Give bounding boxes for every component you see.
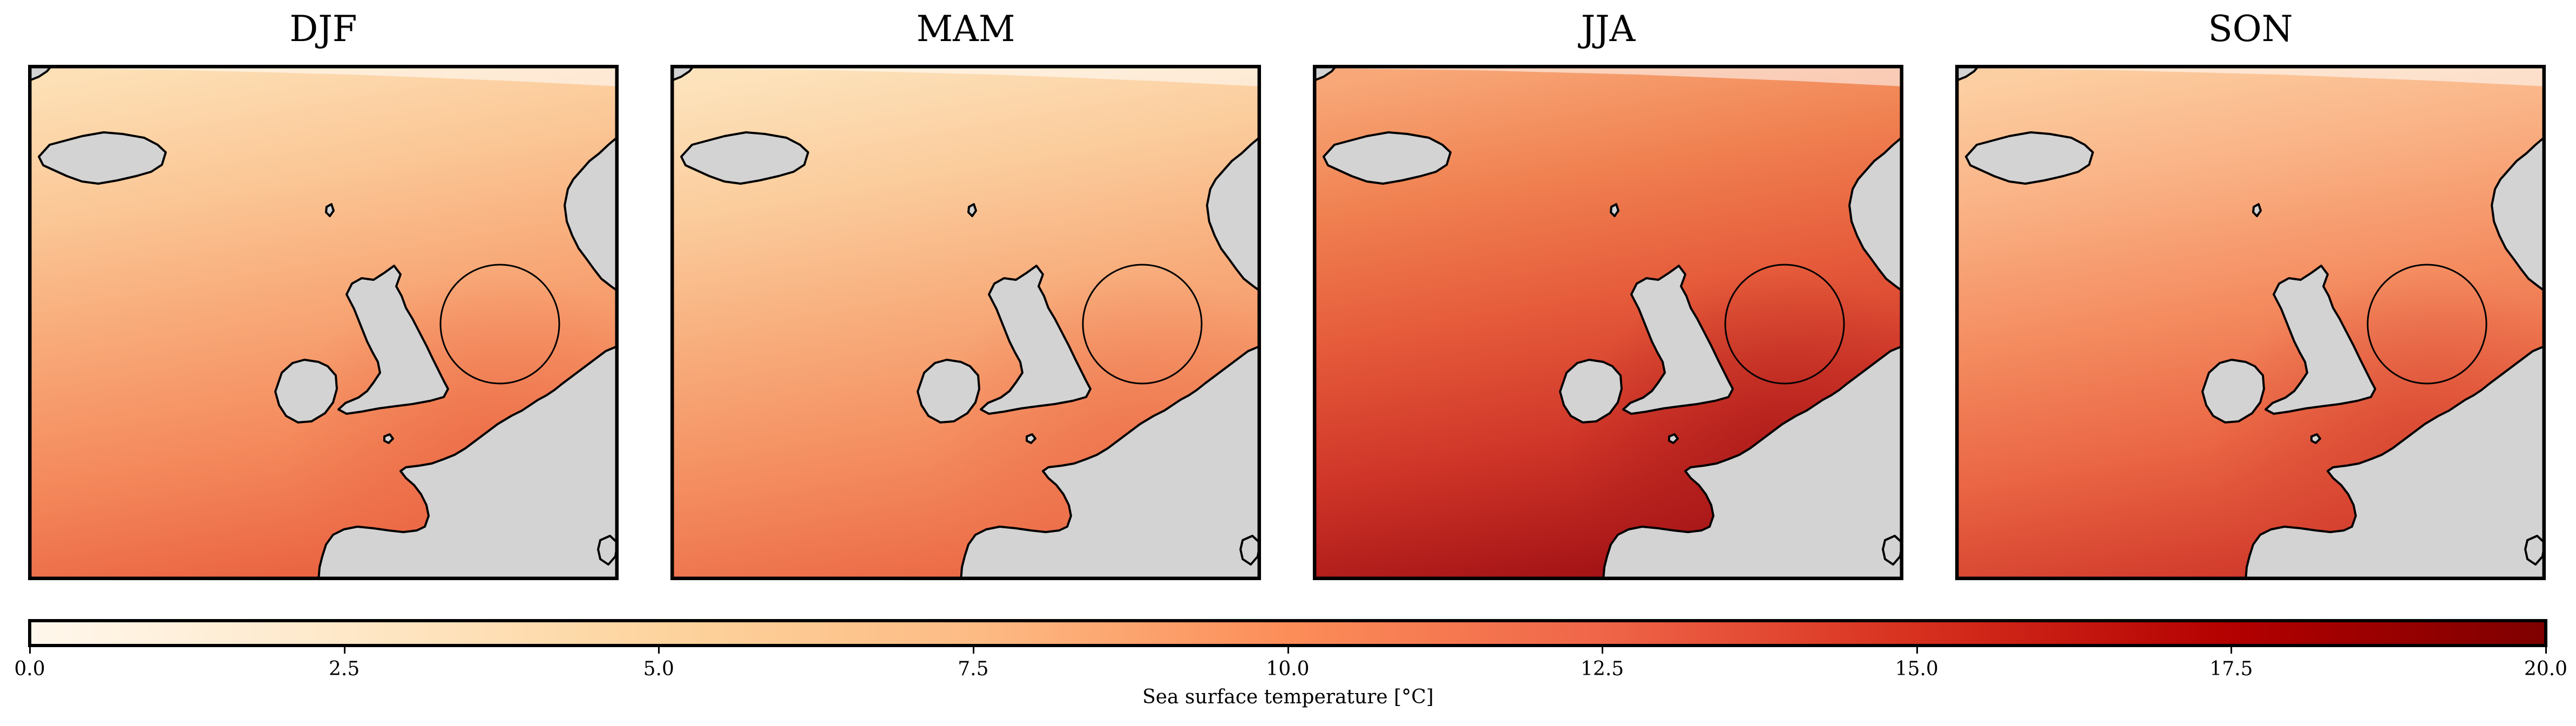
colorbar-tick-mark bbox=[1287, 647, 1289, 654]
land-channel bbox=[2310, 433, 2321, 444]
sea-ice-margin bbox=[670, 65, 1261, 86]
land-channel bbox=[383, 433, 394, 444]
colorbar-tick-mark bbox=[1602, 647, 1604, 654]
land-greenland bbox=[1955, 65, 1981, 82]
sea-ice-margin bbox=[28, 65, 619, 86]
colorbar-tick-label: 2.5 bbox=[328, 658, 360, 680]
land-sardinia bbox=[597, 535, 619, 566]
land-iceland bbox=[38, 131, 167, 185]
land-shetland bbox=[967, 203, 977, 217]
land-scandinavia bbox=[2491, 135, 2546, 293]
map-frame bbox=[28, 65, 619, 580]
land-ireland bbox=[274, 359, 338, 424]
land-greenland bbox=[670, 65, 696, 82]
north-sea-circle bbox=[439, 264, 560, 385]
north-sea-circle bbox=[1724, 264, 1845, 385]
land-europe bbox=[2245, 345, 2546, 580]
land-britain bbox=[980, 265, 1092, 415]
land-scandinavia bbox=[564, 135, 619, 293]
land-iceland bbox=[680, 131, 809, 185]
land-sardinia bbox=[1882, 535, 1903, 566]
land-europe bbox=[317, 345, 619, 580]
land-shetland bbox=[2252, 203, 2262, 217]
colorbar-tick-label: 20.0 bbox=[2524, 658, 2568, 680]
land-greenland bbox=[1313, 65, 1338, 82]
map-panel-djf bbox=[28, 65, 619, 580]
land-britain bbox=[1622, 265, 1734, 415]
land-channel bbox=[1026, 433, 1036, 444]
colorbar-tick-mark bbox=[29, 647, 31, 654]
colorbar-tick-mark bbox=[2545, 647, 2547, 654]
map-frame bbox=[670, 65, 1261, 580]
land-iceland bbox=[1323, 131, 1452, 185]
colorbar-tick-label: 12.5 bbox=[1581, 658, 1624, 680]
land-scandinavia bbox=[1206, 135, 1261, 293]
colorbar-tick-label: 15.0 bbox=[1895, 658, 1938, 680]
panel-title-mam: MAM bbox=[916, 8, 1015, 50]
colorbar-tick-mark bbox=[2231, 647, 2233, 654]
colorbar-label: Sea surface temperature [°C] bbox=[1142, 686, 1434, 708]
map-frame bbox=[1955, 65, 2546, 580]
land-sardinia bbox=[1239, 535, 1261, 566]
land-ireland bbox=[917, 359, 980, 424]
north-sea-circle bbox=[2367, 264, 2487, 385]
land-europe bbox=[1602, 345, 1903, 580]
map-svg bbox=[1313, 65, 1903, 580]
panel-title-djf: DJF bbox=[289, 8, 357, 50]
map-panel-son bbox=[1955, 65, 2546, 580]
colorbar-tick-label: 17.5 bbox=[2209, 658, 2253, 680]
colorbar-tick-mark bbox=[343, 647, 345, 654]
land-britain bbox=[337, 265, 449, 415]
colorbar-tick-mark bbox=[658, 647, 660, 654]
land-ireland bbox=[1559, 359, 1623, 424]
map-svg bbox=[28, 65, 619, 580]
land-iceland bbox=[1965, 131, 2094, 185]
colorbar-tick-label: 0.0 bbox=[14, 658, 45, 680]
land-sardinia bbox=[2524, 535, 2546, 566]
panel-title-jja: JJA bbox=[1581, 8, 1636, 50]
north-sea-circle bbox=[1082, 264, 1203, 385]
land-channel bbox=[1668, 433, 1679, 444]
map-svg bbox=[670, 65, 1261, 580]
land-greenland bbox=[28, 65, 53, 82]
colorbar-tick-mark bbox=[1916, 647, 1918, 654]
sea-ice-margin bbox=[1955, 65, 2546, 86]
colorbar bbox=[28, 619, 2547, 647]
colorbar-tick-mark bbox=[972, 647, 974, 654]
map-panel-mam bbox=[670, 65, 1261, 580]
colorbar-gradient bbox=[28, 619, 2547, 647]
land-shetland bbox=[1610, 203, 1619, 217]
land-scandinavia bbox=[1848, 135, 1903, 293]
sea-ice-margin bbox=[1313, 65, 1903, 86]
land-shetland bbox=[325, 203, 335, 217]
colorbar-tick-label: 5.0 bbox=[643, 658, 674, 680]
map-frame bbox=[1313, 65, 1903, 580]
panel-title-son: SON bbox=[2208, 8, 2293, 50]
land-ireland bbox=[2201, 359, 2265, 424]
land-europe bbox=[960, 345, 1261, 580]
colorbar-tick-label: 7.5 bbox=[958, 658, 989, 680]
map-panel-jja bbox=[1313, 65, 1903, 580]
colorbar-tick-label: 10.0 bbox=[1266, 658, 1310, 680]
land-britain bbox=[2265, 265, 2376, 415]
map-svg bbox=[1955, 65, 2546, 580]
